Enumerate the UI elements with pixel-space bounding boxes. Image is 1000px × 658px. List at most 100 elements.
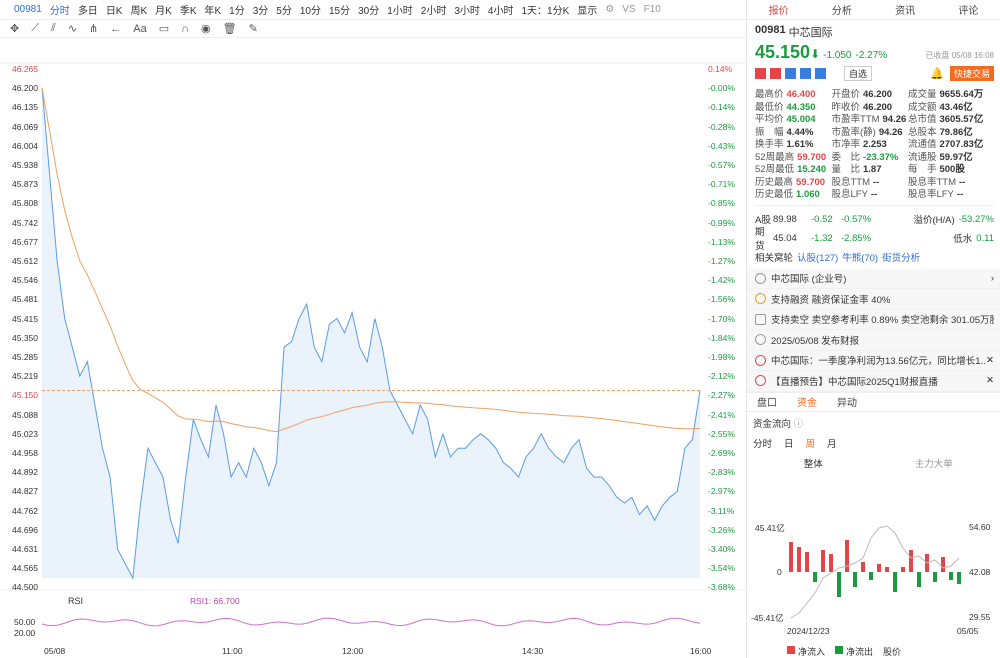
time-label: 11:00 (222, 646, 243, 656)
alert-icon[interactable] (770, 68, 781, 79)
pen-icon[interactable]: ✎ (248, 23, 258, 35)
flow-period[interactable]: 分时 (753, 438, 773, 450)
stats-row: 换手率 1.61% 市净率 2.253 流通值 2707.83亿 (755, 136, 994, 150)
flow-period[interactable]: 周 (805, 438, 816, 450)
pct-tick: -0.85% (708, 198, 735, 209)
tab-period-5[interactable]: 季K (179, 6, 197, 17)
announcement-icon (755, 354, 766, 366)
move-icon[interactable]: ✥ (10, 23, 20, 35)
pct-tick: -1.13% (708, 236, 735, 247)
line-icon[interactable]: ⟋ (31, 22, 39, 34)
street-analysis-link[interactable]: 街货分析 (882, 253, 921, 264)
stat-value: -23.37% (863, 151, 899, 163)
flow-bar (829, 554, 833, 572)
tab-period-13[interactable]: 1小时 (387, 6, 413, 17)
stat-value: 1.060 (796, 189, 820, 200)
bell-icon[interactable]: 🔔 (930, 68, 944, 80)
tab-quote[interactable]: 报价 (768, 6, 789, 17)
close-icon[interactable]: ✕ (986, 375, 994, 387)
fork-icon[interactable]: ⋔ (89, 23, 99, 35)
flow-bar (789, 542, 793, 572)
price-tick: 45.150 (12, 390, 38, 401)
news-item[interactable]: 支持卖空 卖空参考利率 0.89% 卖空池剩余 301.05万股 (747, 310, 1000, 330)
ruler-icon[interactable]: ▭ (158, 23, 170, 35)
tab-period-1[interactable]: 多日 (77, 6, 98, 17)
display-button[interactable]: 显示 (577, 6, 598, 17)
magnet-icon[interactable]: ∩ (181, 22, 190, 35)
cbbc-link[interactable]: 牛熊(70) (842, 253, 879, 264)
stats-row: 最低价 44.350 昨收价 46.200 成交额 43.46亿 (755, 99, 994, 113)
price-tick: 45.742 (12, 217, 38, 228)
news-item[interactable]: 2025/05/08 发布财报 (747, 330, 1000, 351)
tab-news[interactable]: 资讯 (895, 6, 916, 17)
delete-icon[interactable]: 🗑 (222, 23, 237, 35)
tab-period-15[interactable]: 3小时 (454, 6, 480, 17)
compare-icon[interactable] (785, 68, 796, 79)
flow-tab-main[interactable]: 主力大单 (914, 458, 953, 470)
chart-icon[interactable] (815, 68, 826, 79)
f10-button[interactable]: F10 (643, 4, 661, 15)
tab-period-11[interactable]: 15分 (328, 6, 351, 17)
tab-orderbook[interactable]: 盘口 (757, 398, 777, 409)
tab-analysis[interactable]: 分析 (831, 6, 852, 17)
wave-icon[interactable]: ∿ (67, 23, 78, 35)
tab-period-16[interactable]: 4小时 (487, 6, 514, 17)
tab-period-3[interactable]: 周K (130, 6, 148, 17)
warrant-link[interactable]: 认股(127) (797, 253, 839, 264)
stat-value: 94.26 (882, 114, 907, 125)
tab-period-17[interactable]: 1天：1分K (521, 6, 570, 17)
stat-label: 52周最高 (755, 151, 795, 163)
eye-icon[interactable]: ◉ (201, 23, 211, 35)
stat-value: 2.253 (863, 139, 887, 150)
price-tick: 45.023 (12, 428, 38, 439)
news-item[interactable]: 中芯国际：一季度净利润为13.56亿元，同比增长1... ✕ (747, 351, 1000, 371)
tab-period-4[interactable]: 月K (155, 6, 172, 17)
tab-period-8[interactable]: 3分 (252, 6, 269, 17)
stat-label: 市盈率TTM (831, 114, 880, 125)
price-tick: 45.938 (12, 160, 38, 170)
discount-label: 低水 (953, 234, 973, 245)
price-tick: 45.677 (12, 236, 38, 247)
tab-period-9[interactable]: 5分 (276, 6, 292, 17)
time-label: 16:00 (690, 646, 712, 656)
tab-period-10[interactable]: 10分 (299, 6, 321, 17)
quick-trade-button[interactable]: 快捷交易 (949, 66, 994, 81)
vs-button[interactable]: VS (622, 4, 636, 15)
price-chart[interactable] (0, 38, 746, 658)
stat-label: 委 比 (831, 151, 860, 163)
price-tick: 44.696 (12, 524, 38, 535)
settings-icon[interactable]: ⚙ (605, 4, 615, 15)
pct-tick: -0.71% (708, 179, 735, 190)
tab-period-0[interactable]: 分时 (49, 6, 70, 17)
tab-capital[interactable]: 资金 (797, 398, 817, 409)
flow-period[interactable]: 月 (827, 438, 837, 450)
undo-icon[interactable]: ← (110, 22, 122, 35)
pct-tick: -2.97% (708, 486, 735, 497)
rsi-label[interactable]: RSI (68, 596, 84, 606)
stat-value: 46.200 (863, 101, 893, 113)
news-item[interactable]: 【直播预告】中芯国际2025Q1财报直播 ✕ (747, 371, 1000, 392)
tab-comments[interactable]: 评论 (958, 6, 979, 17)
text-icon[interactable]: Aa (133, 22, 147, 35)
stat-value: 59.700 (797, 151, 827, 163)
tab-period-14[interactable]: 2小时 (420, 6, 447, 17)
close-icon[interactable]: ✕ (986, 354, 994, 366)
channel-icon[interactable]: ⫽ (50, 22, 56, 34)
news-item[interactable]: 支持融资 融资保证金率 40% (747, 289, 1000, 310)
stat-label: 流通值 (907, 139, 937, 150)
share-icon[interactable] (755, 68, 766, 79)
news-item[interactable]: 中芯国际 (企业号) › (747, 269, 1000, 289)
stat-value: 500股 (939, 164, 965, 175)
tab-period-7[interactable]: 1分 (229, 6, 245, 17)
flow-tab-overall[interactable]: 整体 (803, 458, 823, 470)
price-change: -1.050 (823, 50, 852, 61)
add-watchlist-button[interactable]: 自选 (844, 66, 873, 81)
tab-movement[interactable]: 异动 (837, 398, 857, 409)
tab-period-6[interactable]: 年K (204, 6, 222, 17)
tab-period-2[interactable]: 日K (105, 6, 123, 17)
note-icon[interactable] (800, 68, 811, 79)
info-icon[interactable]: ⓘ (793, 418, 804, 430)
tab-period-12[interactable]: 30分 (358, 6, 380, 17)
pct-tick: -2.41% (708, 409, 735, 420)
flow-period[interactable]: 日 (784, 438, 794, 450)
